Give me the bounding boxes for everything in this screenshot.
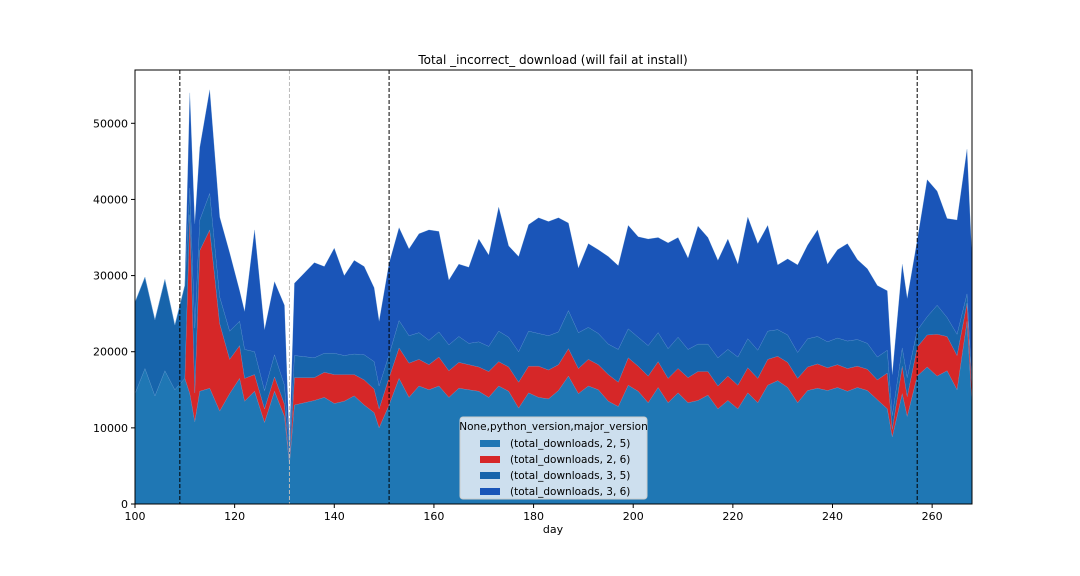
y-tick-label: 30000 bbox=[93, 270, 128, 283]
y-tick-label: 20000 bbox=[93, 346, 128, 359]
y-axis: 0 10000 20000 30000 40000 50000 bbox=[93, 117, 135, 511]
legend-entry: (total_downloads, 3, 6) bbox=[510, 486, 630, 498]
y-tick-label: 0 bbox=[121, 498, 128, 511]
legend: None,python_version,major_version (total_… bbox=[459, 416, 648, 500]
legend-swatch bbox=[480, 440, 500, 447]
legend-swatch bbox=[480, 488, 500, 495]
legend-entry: (total_downloads, 3, 5) bbox=[510, 470, 630, 482]
x-tick-label: 200 bbox=[623, 510, 644, 523]
x-axis: 100 120 140 160 180 200 220 240 260 bbox=[125, 504, 943, 523]
legend-swatch bbox=[480, 456, 500, 463]
legend-swatch bbox=[480, 472, 500, 479]
legend-title: None,python_version,major_version bbox=[459, 421, 648, 433]
x-tick-label: 260 bbox=[922, 510, 943, 523]
vertical-marker-lines bbox=[179, 70, 918, 504]
y-tick-label: 40000 bbox=[93, 193, 128, 206]
y-tick-label: 10000 bbox=[93, 422, 128, 435]
x-tick-label: 180 bbox=[523, 510, 544, 523]
legend-entry: (total_downloads, 2, 6) bbox=[510, 454, 630, 466]
chart-title: Total _incorrect_ download (will fail at… bbox=[417, 53, 687, 67]
area-layers bbox=[134, 89, 973, 505]
y-tick-label: 50000 bbox=[93, 117, 128, 130]
x-tick-label: 160 bbox=[423, 510, 444, 523]
x-tick-label: 140 bbox=[324, 510, 345, 523]
x-tick-label: 100 bbox=[125, 510, 146, 523]
x-axis-label: day bbox=[543, 523, 564, 536]
legend-box bbox=[459, 416, 648, 500]
plot-frame bbox=[134, 69, 973, 505]
x-tick-label: 240 bbox=[822, 510, 843, 523]
x-tick-label: 120 bbox=[224, 510, 245, 523]
legend-entry: (total_downloads, 2, 5) bbox=[510, 438, 630, 450]
x-tick-label: 220 bbox=[722, 510, 743, 523]
